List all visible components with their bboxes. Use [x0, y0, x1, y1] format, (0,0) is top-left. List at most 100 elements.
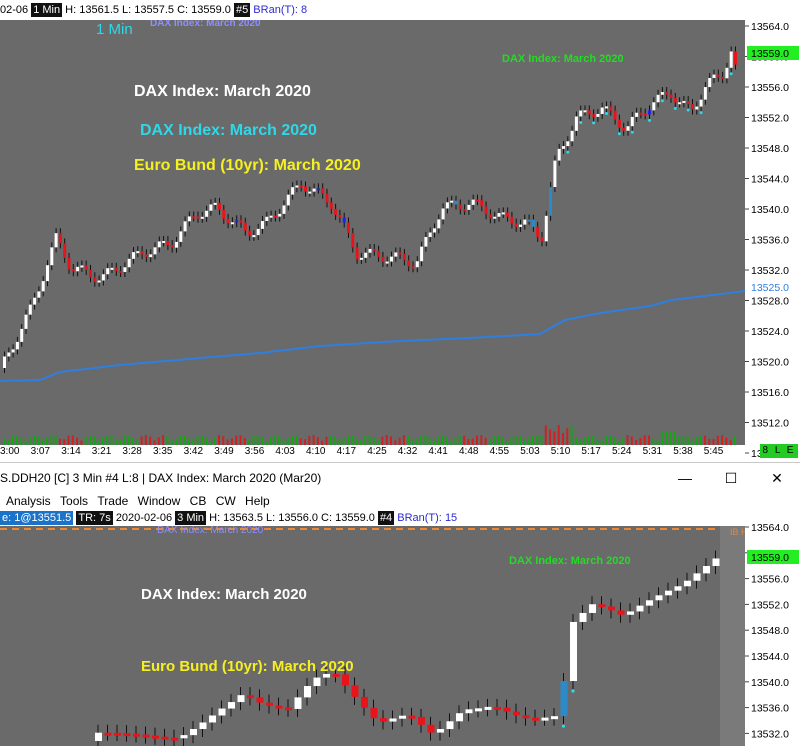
candle [76, 266, 80, 272]
time-tick-label: 3:42 [183, 446, 204, 457]
menu-tools[interactable]: Tools [60, 494, 89, 508]
candle [665, 590, 672, 596]
volume-bar [562, 432, 564, 445]
time-tick-label: 3:28 [122, 446, 142, 457]
label-dax-white: DAX Index: March 2020 [141, 586, 307, 603]
candle [437, 729, 444, 733]
candle [531, 219, 535, 227]
time-tick-label: 4:25 [367, 446, 387, 457]
candle [574, 116, 578, 131]
top-price-axis[interactable]: 13564.013560.013556.013552.013548.013544… [745, 8, 800, 460]
signal-dot [579, 120, 583, 124]
candle [433, 228, 436, 233]
volume-bar [24, 440, 27, 445]
volume-bar [179, 435, 182, 445]
volume-bar [424, 435, 427, 445]
candle [380, 718, 387, 722]
current-price: 13559.0 [751, 552, 789, 564]
volume-bar [329, 435, 332, 445]
volume-bar [617, 440, 620, 445]
volume-bar [80, 440, 83, 445]
label-dax-green: DAX Index: March 2020 [509, 555, 631, 567]
candle [484, 706, 492, 710]
volume-bar [41, 439, 44, 445]
menu-trade[interactable]: Trade [97, 494, 129, 508]
candle [596, 113, 600, 117]
candle [95, 732, 102, 741]
minimize-button[interactable]: — [678, 470, 692, 486]
price-tick-label: 13548.0 [751, 143, 789, 155]
volume-bar [471, 438, 474, 445]
bottom-title-bar: S.DDH20 [C] 3 Min #4 L:8 | DAX Index: Ma… [0, 462, 800, 493]
bottom-candles [95, 550, 720, 746]
signal-dot [571, 689, 575, 693]
volume-bar [613, 437, 616, 445]
volume-bar [703, 435, 706, 445]
volume-bar [243, 438, 246, 445]
candle [669, 94, 673, 98]
label-dax-cyan: DAX Index: March 2020 [140, 122, 317, 139]
candle [209, 715, 216, 723]
candle [230, 222, 234, 225]
volume-bar [351, 435, 354, 445]
candle [332, 673, 340, 677]
candle [152, 735, 159, 739]
volume-bar [37, 436, 40, 445]
menu-cw[interactable]: CW [215, 494, 236, 508]
volume-bar [488, 439, 491, 445]
candle [299, 185, 303, 188]
candle [708, 78, 712, 88]
candle [385, 261, 389, 264]
volume-bar [420, 435, 423, 445]
volume-bar [28, 436, 31, 445]
time-tick-label: 5:10 [550, 446, 571, 457]
price-tick-label: 13540.0 [751, 677, 789, 689]
candle [510, 216, 514, 224]
volume-bar [691, 440, 693, 445]
time-tick-label: 5:38 [673, 446, 693, 457]
candle [355, 247, 359, 259]
candle [686, 100, 690, 104]
candle [256, 697, 264, 703]
volume-bar [415, 438, 418, 445]
status-date: 2020-02-06 [115, 512, 173, 524]
candle [394, 252, 398, 257]
volume-bar [132, 437, 134, 445]
volume-bar [334, 436, 337, 445]
bottom-price-axis[interactable]: 13564.013560.013556.013552.013548.013544… [745, 510, 800, 746]
candle [427, 724, 435, 733]
candle [372, 248, 376, 251]
candle [275, 705, 283, 709]
maximize-button[interactable]: ☐ [724, 470, 738, 486]
interval-tag[interactable]: 3 Min [175, 511, 207, 525]
candle [248, 230, 252, 236]
menu-help[interactable]: Help [245, 494, 270, 508]
candle [192, 216, 196, 219]
volume-bar [669, 431, 672, 445]
bottom-price-chart[interactable]: IB H DAX Index: March 2020 DAX Index: Ma… [0, 526, 745, 746]
time-tick-label: 4:48 [459, 446, 479, 457]
label-dax-green: DAX Index: March 2020 [502, 53, 624, 65]
candle [407, 260, 411, 267]
candle [114, 732, 121, 736]
bran-label: BRan(T): [253, 4, 298, 16]
menu-cb[interactable]: CB [189, 494, 207, 508]
volume-bar [587, 435, 590, 445]
volume-bar [136, 440, 139, 445]
candle [519, 224, 522, 227]
candle [527, 219, 531, 222]
menu-window[interactable]: Window [137, 494, 181, 508]
candle [587, 110, 591, 115]
candle [551, 716, 558, 720]
candle [501, 212, 505, 215]
interval-tag[interactable]: 1 Min [31, 3, 63, 17]
close-button[interactable]: ✕ [771, 470, 783, 486]
menu-analysis[interactable]: Analysis [6, 494, 51, 508]
volume-bar [213, 437, 216, 445]
signal-dot [561, 724, 566, 728]
top-price-chart[interactable]: 1 Min DAX Index: March 2020 DAX Index: M… [0, 8, 745, 413]
volume-bar [381, 436, 384, 445]
candle [127, 258, 131, 268]
volume-bar [67, 435, 70, 445]
price-tick-label: 13528.0 [751, 296, 789, 308]
